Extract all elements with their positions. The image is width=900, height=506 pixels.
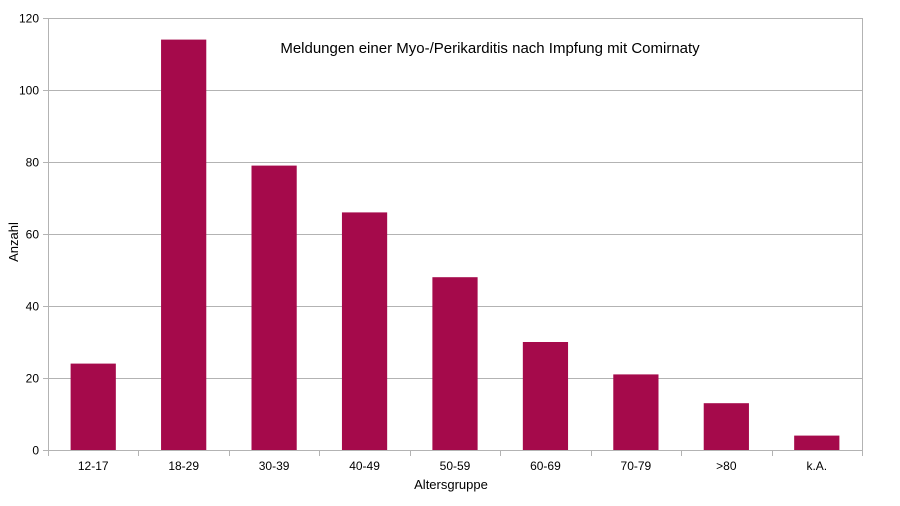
y-tick-label: 100 [19,84,39,98]
x-tick-label: 30-39 [259,459,290,473]
y-tick-label: 20 [26,372,40,386]
bar [522,342,569,450]
bar [613,374,659,450]
x-tick-label: 40-49 [349,459,380,473]
x-tick-label: 12-17 [78,459,109,473]
bar [70,363,116,450]
x-tick-labels: 12-17 18-29 30-39 40-49 50-59 60-69 70-79 >80 k.… [78,459,827,473]
x-tick-label: 60-69 [530,459,561,473]
x-tick-label: k.A. [806,459,827,473]
bar [703,403,749,450]
axes [43,18,863,456]
x-axis-title: Altersgruppe [414,477,488,492]
bar [161,39,207,450]
x-tick-label: 18-29 [168,459,199,473]
x-tick-label: 70-79 [621,459,652,473]
chart-title: Meldungen einer Myo-/Perikarditis nach I… [280,40,700,57]
bar [794,435,840,450]
y-tick-label: 120 [19,12,39,26]
bar [251,165,297,450]
y-tick-label: 80 [26,156,40,170]
bar [341,212,388,450]
x-tick-label: >80 [716,459,737,473]
y-tick-label: 60 [26,228,40,242]
y-tick-label: 0 [32,444,39,458]
y-tick-labels: 0 20 40 60 80 100 120 [19,12,39,458]
y-tick-label: 40 [26,300,40,314]
y-axis-title: Anzahl [6,222,21,262]
x-tick-label: 50-59 [440,459,471,473]
bar [432,277,478,450]
bars [70,39,840,450]
